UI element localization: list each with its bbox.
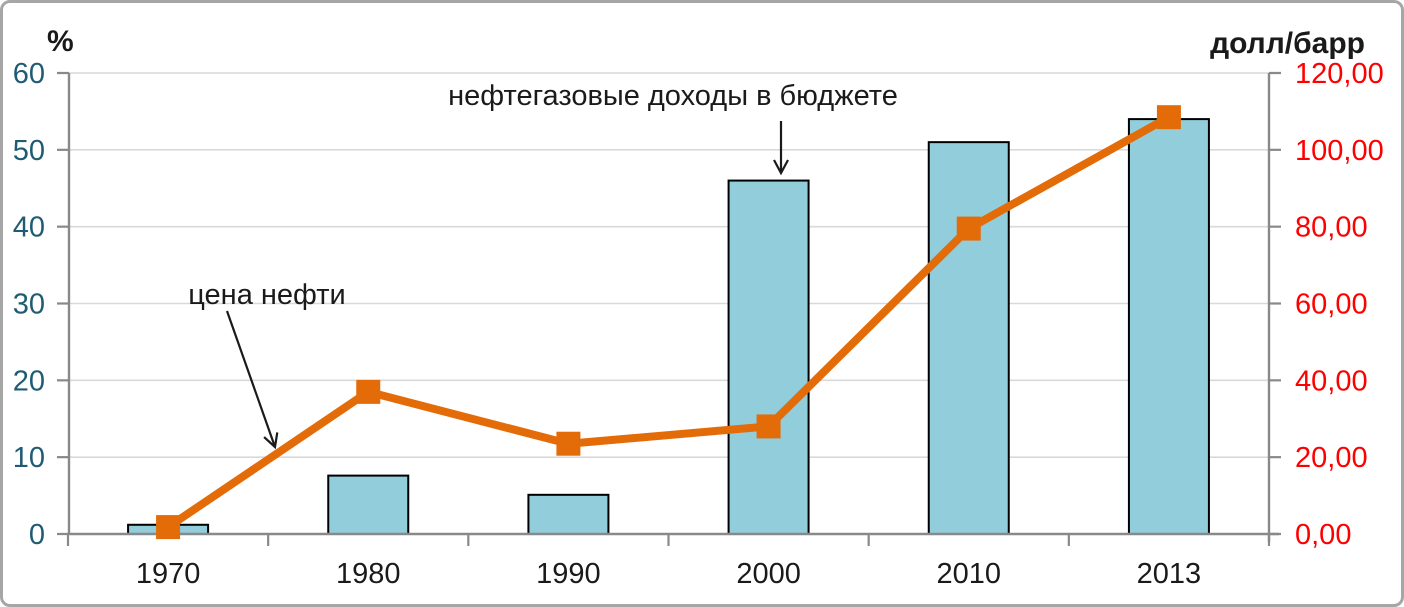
price-marker: [756, 414, 781, 439]
left-axis-unit-label: %: [47, 25, 74, 58]
price-marker: [556, 431, 581, 456]
price-line-series: [156, 105, 1181, 540]
bars-series: [127, 118, 1210, 536]
price-marker: [356, 379, 381, 404]
x-axis-labels: 1970 1980 1990 2000 2010 2013: [136, 558, 1201, 590]
right-tick-label: 120,00: [1295, 58, 1384, 90]
price-line: [165, 113, 1171, 531]
x-axis-label: 2000: [736, 558, 801, 590]
oil-price-annotation-arrow: [225, 310, 279, 450]
left-tick-label: 60: [13, 58, 45, 90]
left-axis-tick-labels: 0 10 20 30 40 50 60: [13, 58, 45, 551]
x-axis-label: 2013: [1137, 558, 1202, 590]
left-tick-label: 0: [29, 519, 45, 551]
right-axis-unit-label: долл/барр: [1210, 27, 1365, 60]
bar: [727, 179, 810, 535]
price-marker: [1156, 105, 1181, 130]
axes: [57, 71, 1281, 546]
price-marker: [956, 216, 981, 241]
right-tick-label: 80,00: [1295, 212, 1368, 244]
x-axis-label: 1990: [536, 558, 601, 590]
x-axis-label: 1970: [136, 558, 201, 590]
x-axis-label: 2010: [936, 558, 1001, 590]
combo-chart: 0 10 20 30 40 50 60 0,00 20,00 40,00 60,00 80,00 10…: [13, 58, 1384, 590]
gridlines: [69, 72, 1269, 458]
x-axis-label: 1980: [336, 558, 401, 590]
right-tick-label: 0,00: [1295, 519, 1351, 551]
left-tick-label: 40: [13, 212, 45, 244]
right-tick-label: 100,00: [1295, 135, 1384, 167]
left-tick-label: 10: [13, 442, 45, 474]
price-marker: [156, 515, 181, 540]
bar: [327, 474, 410, 535]
left-tick-label: 20: [13, 365, 45, 397]
right-tick-label: 20,00: [1295, 442, 1368, 474]
left-tick-label: 50: [13, 135, 45, 167]
annotation-oil-price: цена нефти: [188, 279, 346, 311]
right-axis-tick-labels: 0,00 20,00 40,00 60,00 80,00 100,00 120,00: [1295, 58, 1384, 551]
bar: [527, 493, 610, 536]
right-tick-label: 60,00: [1295, 289, 1368, 321]
bar: [1127, 118, 1210, 535]
annotation-arrows: [225, 121, 789, 450]
right-tick-label: 40,00: [1295, 365, 1368, 397]
bar: [927, 141, 1010, 535]
left-tick-label: 30: [13, 289, 45, 321]
annotation-budget-revenues: нефтегазовые доходы в бюджете: [448, 80, 898, 112]
